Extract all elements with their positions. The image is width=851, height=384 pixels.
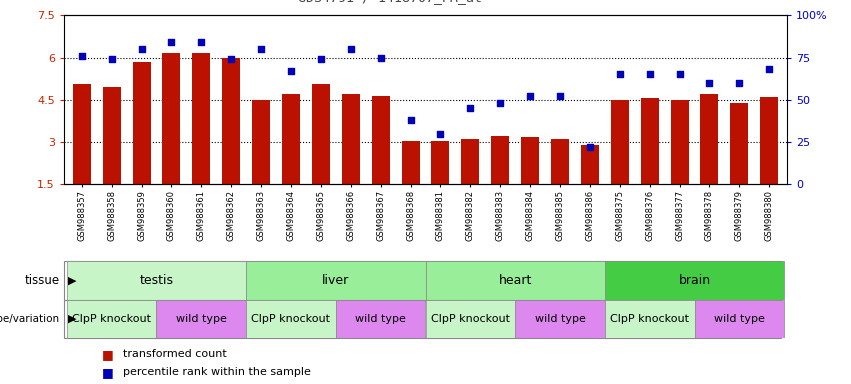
Bar [246, 261, 426, 300]
Text: genotype/variation: genotype/variation [0, 314, 60, 324]
Point [403, 117, 417, 123]
Point [164, 39, 178, 45]
Bar [694, 300, 784, 338]
Text: ClpP knockout: ClpP knockout [431, 314, 510, 324]
Point [464, 105, 477, 111]
Text: GDS4791 / 1418707_PM_at: GDS4791 / 1418707_PM_at [298, 0, 482, 4]
Bar [67, 261, 246, 300]
Text: ▶: ▶ [68, 314, 77, 324]
Bar [581, 146, 599, 184]
Point [195, 39, 208, 45]
Text: wild type: wild type [355, 314, 406, 324]
Point [225, 56, 238, 62]
Point [553, 93, 567, 99]
Point [374, 55, 387, 61]
Text: wild type: wild type [176, 314, 226, 324]
Bar [103, 87, 121, 184]
Bar [312, 84, 330, 184]
Text: brain: brain [678, 274, 711, 287]
Text: wild type: wild type [534, 314, 585, 324]
Point [75, 53, 89, 59]
Point [703, 80, 717, 86]
Bar [760, 97, 778, 184]
Text: liver: liver [323, 274, 350, 287]
Bar [163, 53, 180, 184]
Bar [426, 261, 605, 300]
Bar [282, 94, 300, 184]
Point [284, 68, 298, 74]
Bar [342, 94, 360, 184]
Point [613, 71, 626, 78]
Text: ClpP knockout: ClpP knockout [252, 314, 330, 324]
Point [105, 56, 118, 62]
Bar [641, 98, 659, 184]
Bar [133, 62, 151, 184]
Point [254, 46, 268, 52]
Bar [73, 84, 91, 184]
Point [494, 100, 507, 106]
Text: ClpP knockout: ClpP knockout [610, 314, 689, 324]
Point [344, 46, 357, 52]
Bar [700, 94, 718, 184]
Text: testis: testis [140, 274, 174, 287]
Bar [252, 100, 270, 184]
Text: ClpP knockout: ClpP knockout [72, 314, 151, 324]
Bar [426, 300, 515, 338]
Bar [157, 300, 246, 338]
Point [643, 71, 656, 78]
Point [523, 93, 537, 99]
Bar [336, 300, 426, 338]
Point [583, 144, 597, 150]
Bar [402, 141, 420, 184]
Text: tissue: tissue [25, 274, 60, 287]
Point [673, 71, 687, 78]
Bar [605, 261, 784, 300]
Point [762, 66, 776, 73]
Point [134, 46, 148, 52]
Text: ■: ■ [102, 366, 114, 379]
Text: heart: heart [499, 274, 532, 287]
Bar [730, 103, 748, 184]
Bar [192, 53, 210, 184]
Text: percentile rank within the sample: percentile rank within the sample [123, 367, 311, 377]
Text: ■: ■ [102, 348, 114, 361]
Bar [372, 96, 390, 184]
Text: wild type: wild type [714, 314, 765, 324]
Bar [611, 100, 629, 184]
Bar [515, 300, 605, 338]
Bar [431, 141, 449, 184]
Bar [605, 300, 694, 338]
Bar [246, 300, 336, 338]
Text: ▶: ▶ [68, 275, 77, 285]
Point [733, 80, 746, 86]
Bar [521, 137, 539, 184]
Bar [491, 136, 509, 184]
Bar [222, 58, 240, 184]
Bar [551, 139, 569, 184]
Bar [461, 139, 479, 184]
Bar [67, 300, 157, 338]
Point [434, 131, 448, 137]
Point [314, 56, 328, 62]
Text: transformed count: transformed count [123, 349, 227, 359]
Bar [671, 100, 688, 184]
